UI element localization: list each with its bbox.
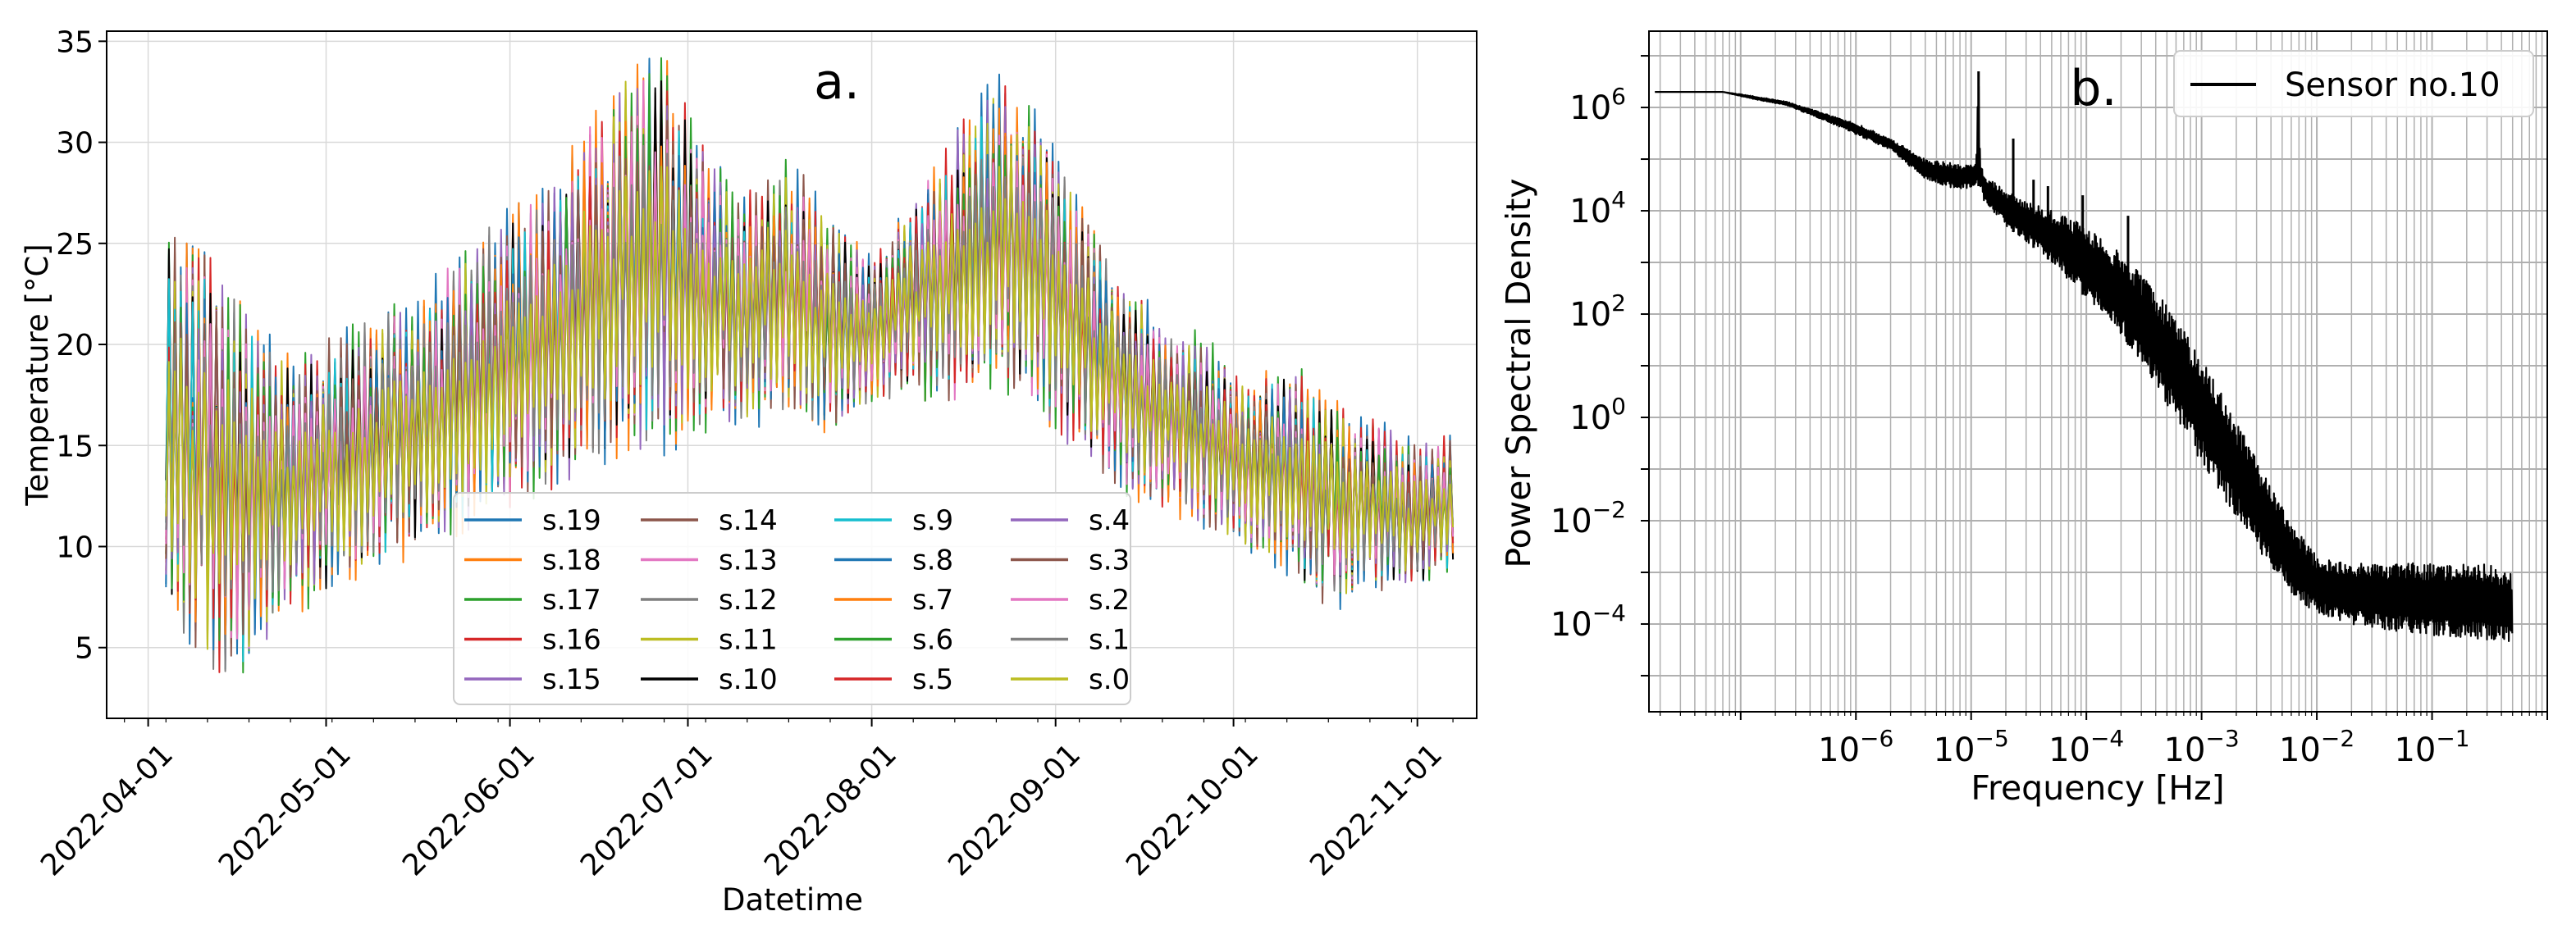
panel-a-y-tick-label: 20 [56,329,94,362]
panel-b-grid [1649,31,2548,712]
panel-b-plot-area [1654,71,2514,643]
panel-a-x-tick-label: 2022-05-01 [212,737,358,882]
panel-a-plot-area [165,57,1455,674]
panel-b-y-tick-label: 10−4 [1551,599,1626,644]
panel-a-x-ticks: 2022-04-01 2022-05-01 2022-06-01 2022-07-01… [34,718,1454,882]
legend-label-s13: s.13 [719,544,778,577]
panel-b-y-tick-label: 102 [1569,289,1626,334]
panel-b: 10−6 10−5 10−4 10−3 10−2 10−1 10−410−21001021… [1499,30,2548,808]
panel-b-label: b. [2070,60,2117,117]
panel-a-y-label: Temperature [°C] [20,244,55,506]
legend-label-s5: s.5 [912,663,953,696]
panel-a-y-tick-label: 30 [56,127,94,161]
panel-a-x-tick-label: 2022-07-01 [574,737,719,882]
legend-label-s16: s.16 [542,624,601,657]
panel-a-label: a. [814,53,860,111]
panel-a-x-label: Datetime [722,882,863,918]
legend-label-s9: s.9 [912,504,953,537]
panel-b-x-tick-label: 10−1 [2394,725,2469,769]
panel-b-y-tick-label: 10−2 [1551,496,1626,540]
panel-a-x-tick-label: 2022-11-01 [1304,737,1449,882]
panel-b-frame [1648,30,2548,713]
panel-b-y-label: Power Spectral Density [1499,178,1538,567]
panel-b-y-tick-label: 106 [1569,83,1626,127]
panel-b-y-ticks: 10−4 10−2 100 102 104 106 [1551,55,1649,677]
panel-a-y-tick-label: 35 [56,25,94,59]
legend-label-s8: s.8 [912,544,953,577]
panel-b-x-tick-label: 10−6 [1818,725,1893,769]
legend-label-s14: s.14 [719,504,778,537]
series-line-s0 [165,145,1455,650]
legend-label-s7: s.7 [912,584,953,617]
legend-label-s1: s.1 [1089,624,1130,657]
panel-b-x-tick-label: 10−3 [2164,725,2240,769]
legend-label-s10: s.10 [719,663,778,696]
panel-a-x-tick-label: 2022-09-01 [942,737,1087,882]
panel-a-x-tick-label: 2022-08-01 [758,737,903,882]
panel-a-frame [106,30,1478,719]
panel-a-y-ticks: 5 10 15 20 25 30 35 [56,25,107,666]
panel-a-x-tick-label: 2022-06-01 [396,737,541,882]
panel-a-legend-box [453,492,1131,705]
panel-b-y-tick-label: 104 [1569,186,1626,230]
panel-b-y-tick-label: 100 [1569,393,1626,437]
legend-label-s4: s.4 [1089,504,1130,537]
legend-label-sensor-10: Sensor no.10 [2285,66,2501,104]
panel-b-legend: Sensor no.10 [2173,50,2534,117]
legend-label-s18: s.18 [542,544,601,577]
legend-label-s19: s.19 [542,504,601,537]
panel-b-x-ticks: 10−6 10−5 10−4 10−3 10−2 10−1 [1660,712,2548,769]
legend-label-s6: s.6 [912,624,953,657]
panel-a-y-tick-label: 10 [56,531,94,565]
legend-label-s0: s.0 [1089,663,1130,696]
panel-a-y-tick-label: 15 [56,430,94,463]
panel-a-x-tick-label: 2022-10-01 [1120,737,1265,882]
panel-a-y-tick-label: 25 [56,228,94,262]
panel-b-legend-box [2173,50,2534,117]
legend-label-s17: s.17 [542,584,601,617]
panel-b-x-tick-label: 10−5 [1934,725,2009,769]
panel-a-y-tick-label: 5 [75,632,94,666]
legend-label-s2: s.2 [1089,584,1130,617]
panel-b-x-label: Frequency [Hz] [1971,768,2224,808]
panel-b-x-tick-label: 10−2 [2279,725,2354,769]
panel-b-x-tick-label: 10−4 [2048,725,2124,769]
panel-a: 2022-04-01 2022-05-01 2022-06-01 2022-07-01… [20,25,1478,918]
legend-label-s12: s.12 [719,584,778,617]
legend-label-s11: s.11 [719,624,778,657]
panel-a-legend: s.19 s.18 s.17 s.16 s.15 s.14 s.13 s.12 s.11 s.10… [453,492,1131,705]
legend-label-s3: s.3 [1089,544,1130,577]
legend-label-s15: s.15 [542,663,601,696]
panel-a-x-tick-label: 2022-04-01 [34,737,180,882]
